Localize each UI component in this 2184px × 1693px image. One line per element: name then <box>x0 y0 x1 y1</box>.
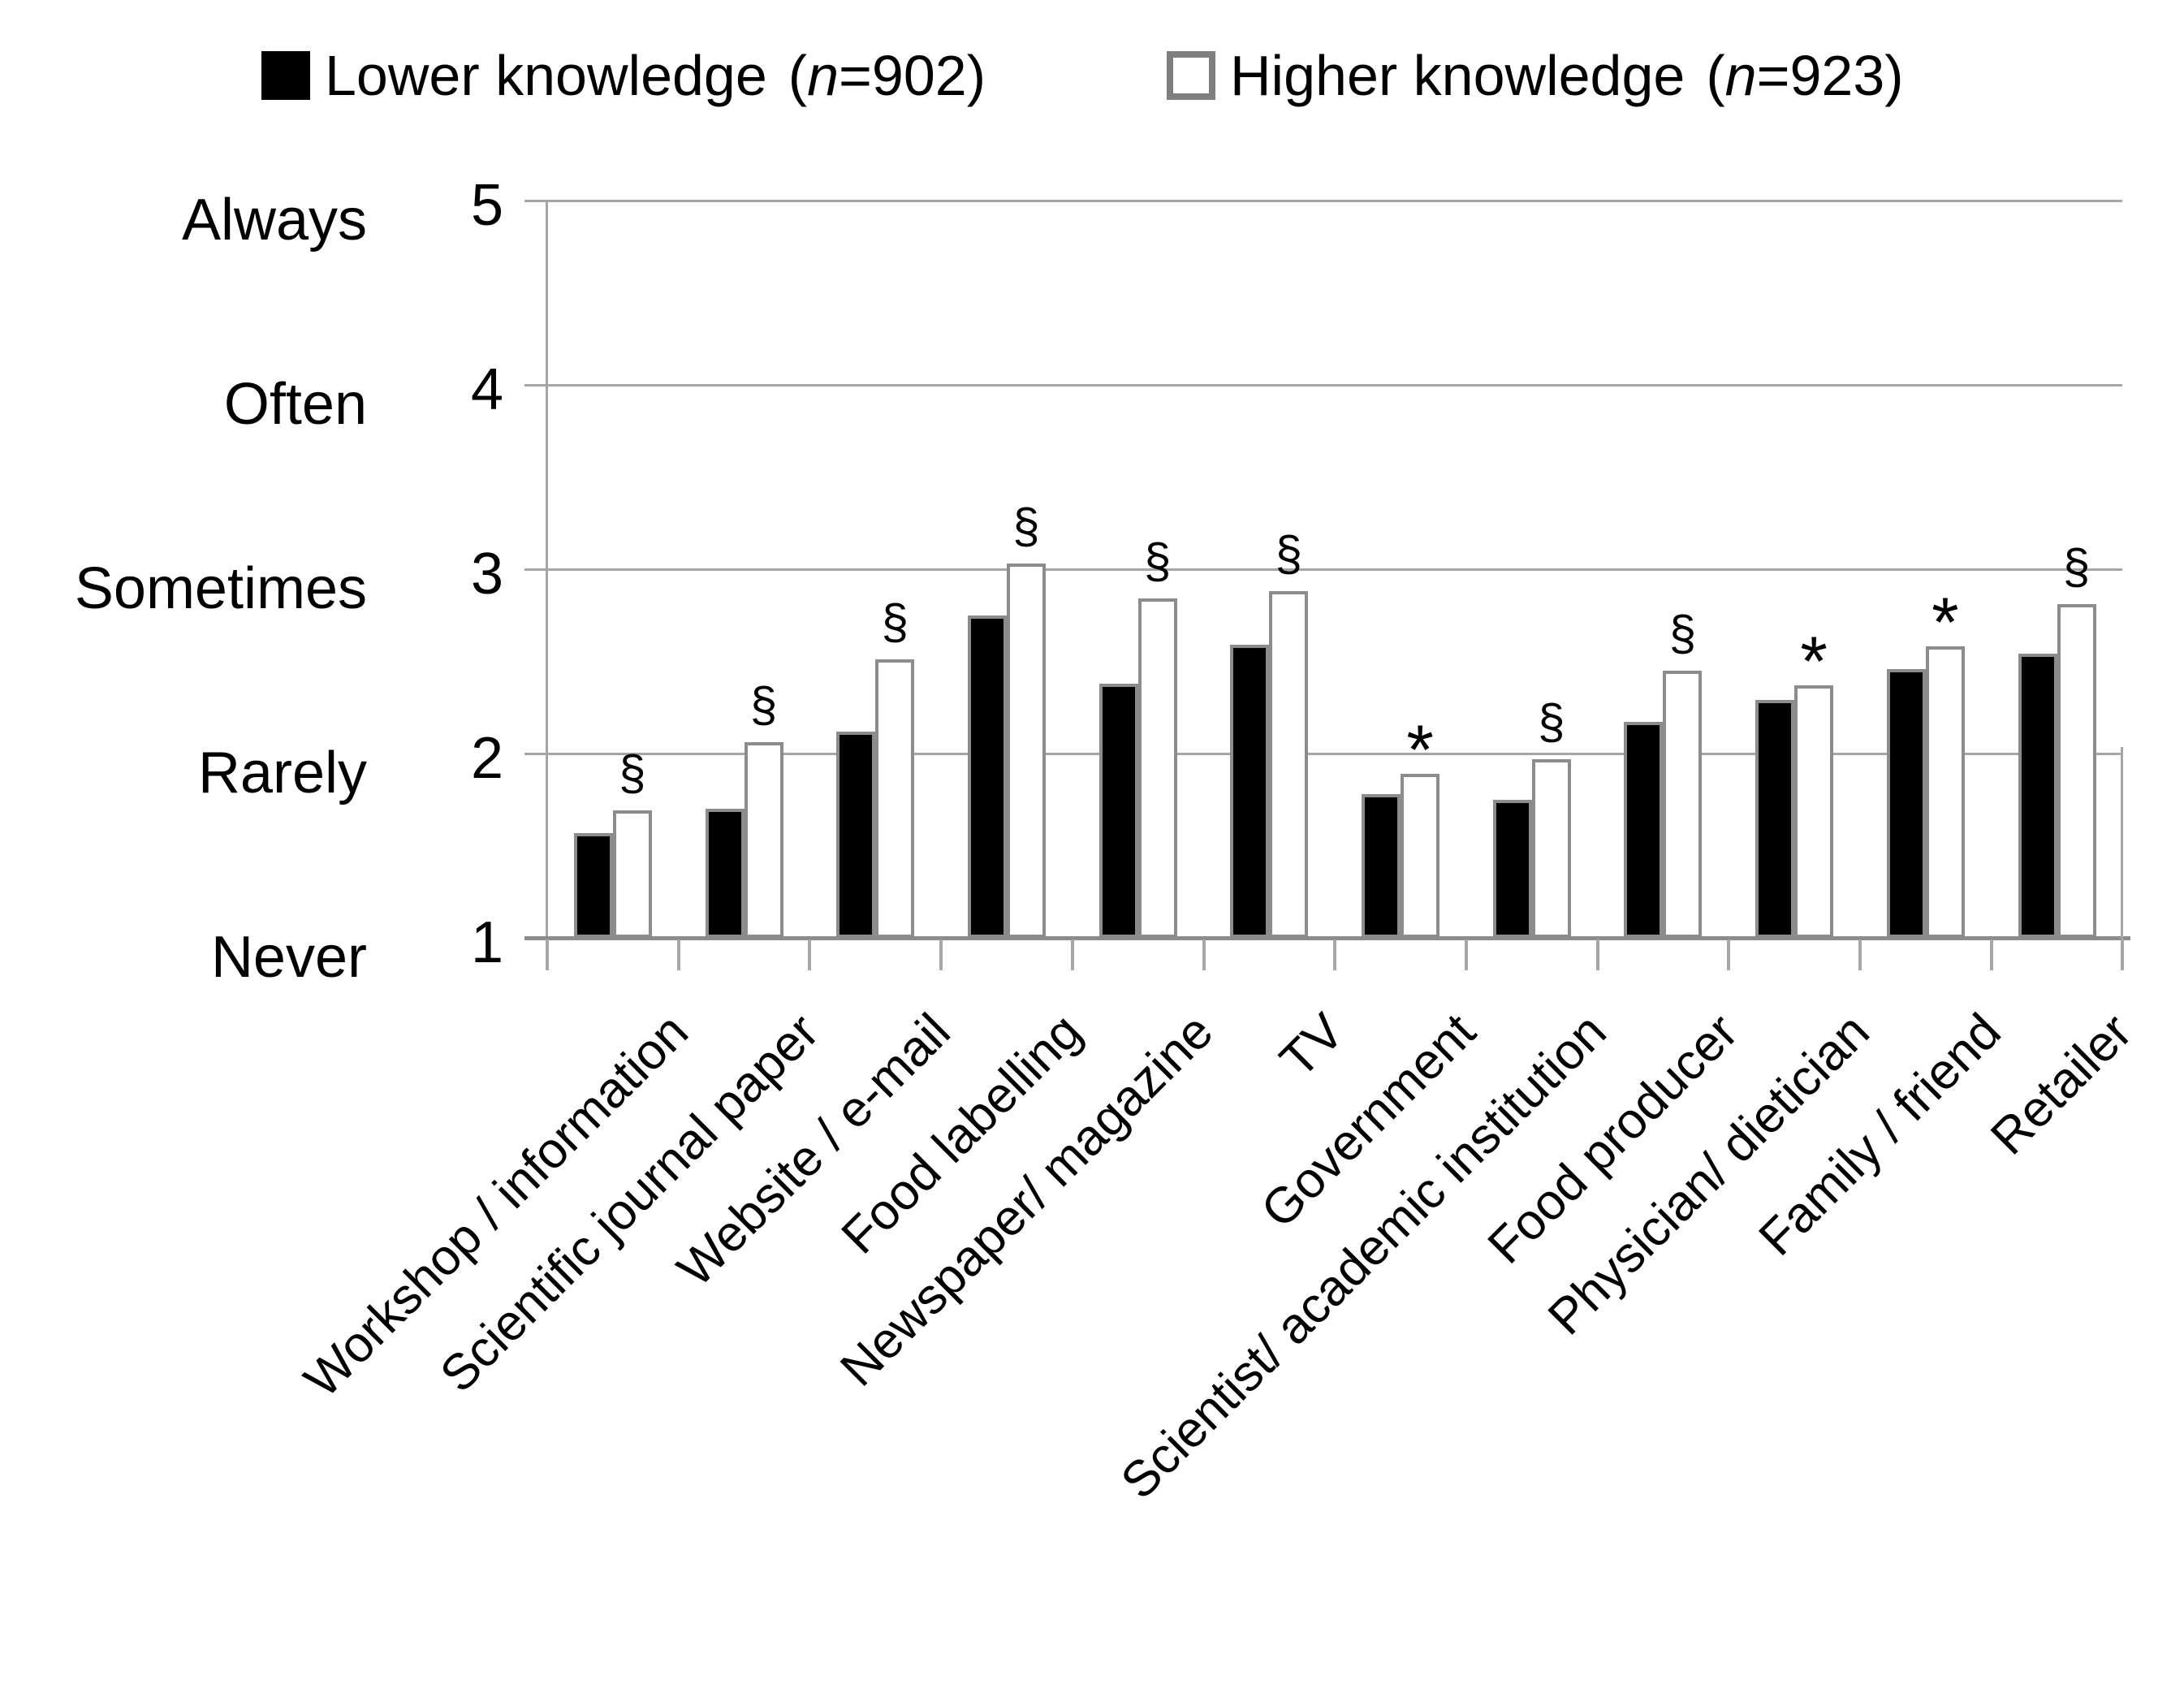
bar-lower-knowledge <box>1230 645 1270 938</box>
x-axis-tick <box>2121 939 2125 970</box>
y-axis-word-label: Never <box>210 925 367 990</box>
bar-higher-knowledge <box>2057 604 2096 938</box>
bar-lower-knowledge <box>1492 799 1532 938</box>
significance-symbol: § <box>749 677 778 732</box>
bar-lower-knowledge <box>967 615 1007 938</box>
significance-symbol: § <box>1538 693 1565 749</box>
significance-symbol: * <box>1406 710 1434 789</box>
significance-symbol: § <box>2062 539 2091 594</box>
legend-item-higher: Higher knowledge (n=923) <box>1167 47 1904 104</box>
bar-higher-knowledge <box>875 659 915 938</box>
gridline-5 <box>524 200 2122 202</box>
y-axis-number-label: 4 <box>470 357 503 422</box>
x-axis-tick <box>939 939 943 970</box>
legend-label: Higher knowledge <box>1230 44 1685 107</box>
significance-symbol: § <box>1143 533 1172 589</box>
bar-lower-knowledge <box>2018 654 2057 938</box>
bar-higher-knowledge <box>1401 773 1440 938</box>
bar-higher-knowledge <box>1663 670 1703 938</box>
y-axis-word-label: Always <box>181 188 367 253</box>
significance-symbol: § <box>881 594 909 650</box>
gridline-4 <box>524 384 2122 387</box>
y-axis-word-label: Often <box>223 372 367 437</box>
legend-swatch-black-icon <box>261 51 310 100</box>
legend-label: Lower knowledge <box>325 44 767 107</box>
y-axis-word-label: Sometimes <box>74 556 367 621</box>
plot-right-border <box>2121 747 2123 968</box>
legend-item-lower: Lower knowledge (n=902) <box>261 47 986 104</box>
x-axis-line <box>524 936 2130 940</box>
y-axis-number-label: 2 <box>470 726 503 791</box>
x-axis-category-label: Family / friend <box>1748 1003 2012 1267</box>
legend-swatch-white-icon <box>1167 51 1215 100</box>
significance-symbol: § <box>1275 526 1303 581</box>
significance-symbol: § <box>619 745 646 801</box>
gridline-3 <box>524 568 2122 571</box>
bar-lower-knowledge <box>1362 793 1401 938</box>
bar-higher-knowledge <box>1137 598 1177 938</box>
significance-symbol: § <box>1668 605 1697 660</box>
bar-lower-knowledge <box>573 832 613 938</box>
bar-higher-knowledge <box>1531 758 1571 938</box>
y-axis-number-label: 5 <box>470 173 503 238</box>
legend-sample-size: (n=902) <box>788 44 986 107</box>
bar-higher-knowledge <box>612 810 652 938</box>
bar-lower-knowledge <box>1755 700 1795 938</box>
bar-higher-knowledge <box>1925 646 1965 938</box>
x-axis-tick <box>1202 939 1206 970</box>
x-axis-tick <box>1333 939 1337 970</box>
x-axis-tick <box>1858 939 1862 970</box>
significance-symbol: * <box>1800 623 1828 701</box>
y-axis-number-label: 3 <box>470 542 503 607</box>
bar-lower-knowledge <box>705 809 745 938</box>
significance-symbol: § <box>1012 499 1040 554</box>
bar-higher-knowledge <box>744 742 783 938</box>
gridline-2 <box>524 753 2122 755</box>
legend-sample-size: (n=923) <box>1706 44 1904 107</box>
bar-higher-knowledge <box>1006 564 1046 938</box>
x-axis-tick <box>1070 939 1074 970</box>
bar-lower-knowledge <box>1624 722 1664 938</box>
significance-symbol: * <box>1932 584 1959 663</box>
x-axis-tick <box>546 939 549 970</box>
y-axis-line <box>546 201 548 968</box>
x-axis-category-label: Retailer <box>1980 1003 2143 1166</box>
x-axis-tick <box>808 939 812 970</box>
x-axis-tick <box>1989 939 1993 970</box>
x-axis-category-label: Scientist/ academic institution <box>1111 1003 1618 1510</box>
x-axis-category-label: TV <box>1269 1003 1355 1089</box>
bar-lower-knowledge <box>1098 683 1138 938</box>
x-axis-tick <box>676 939 680 970</box>
x-axis-tick <box>1595 939 1599 970</box>
bar-higher-knowledge <box>1269 591 1309 938</box>
y-axis-number-label: 1 <box>470 910 503 975</box>
x-axis-tick <box>1464 939 1468 970</box>
bar-lower-knowledge <box>836 731 876 938</box>
y-axis-word-label: Rarely <box>197 741 367 805</box>
bar-lower-knowledge <box>1886 668 1926 938</box>
x-axis-tick <box>1727 939 1731 970</box>
bar-higher-knowledge <box>1794 685 1834 938</box>
